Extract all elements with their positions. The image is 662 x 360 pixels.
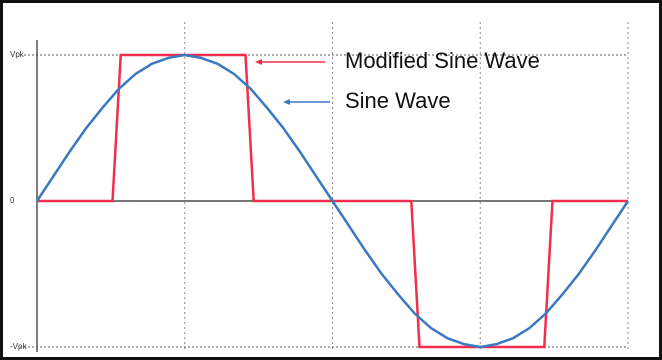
legend-arrow [283,99,290,105]
series-line [35,53,630,349]
legend-label: Sine Wave [345,88,451,113]
y-tick-label: Vpk [10,50,25,59]
legend-label: Modified Sine Wave [345,48,540,73]
legend-arrow [255,59,262,65]
y-tick-label: -Vpk [10,342,27,351]
y-tick-label: 0 [10,196,15,205]
